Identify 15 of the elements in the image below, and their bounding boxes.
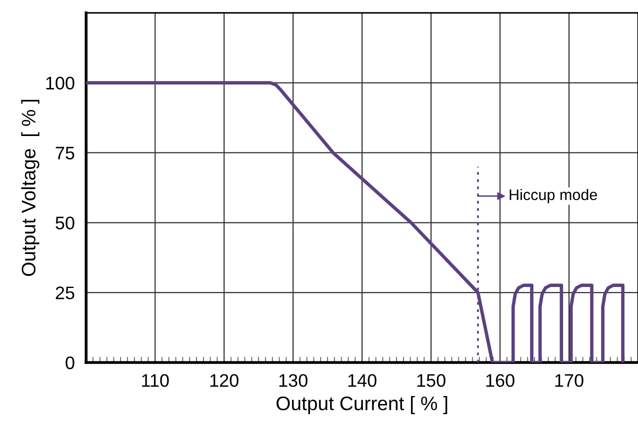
y-axis-title: Output Voltage [ % ] (21, 100, 40, 276)
y-tick-label: 100 (46, 76, 74, 90)
y-tick-label: 75 (56, 146, 74, 160)
x-tick-label: 130 (279, 374, 308, 387)
y-tick-label: 0 (66, 356, 74, 370)
x-axis-title: Output Current [ % ] (276, 396, 448, 414)
y-tick-label: 25 (56, 286, 74, 300)
x-tick-label: 160 (486, 374, 514, 387)
x-tick-label: 150 (417, 374, 446, 387)
x-tick-label: 140 (348, 374, 376, 387)
annotation: Hiccup mode (510, 188, 597, 204)
x-tick-label: 110 (142, 374, 169, 387)
x-tick-label: 120 (210, 374, 238, 387)
x-tick-label: 170 (555, 374, 584, 387)
y-tick-label: 50 (56, 216, 74, 230)
